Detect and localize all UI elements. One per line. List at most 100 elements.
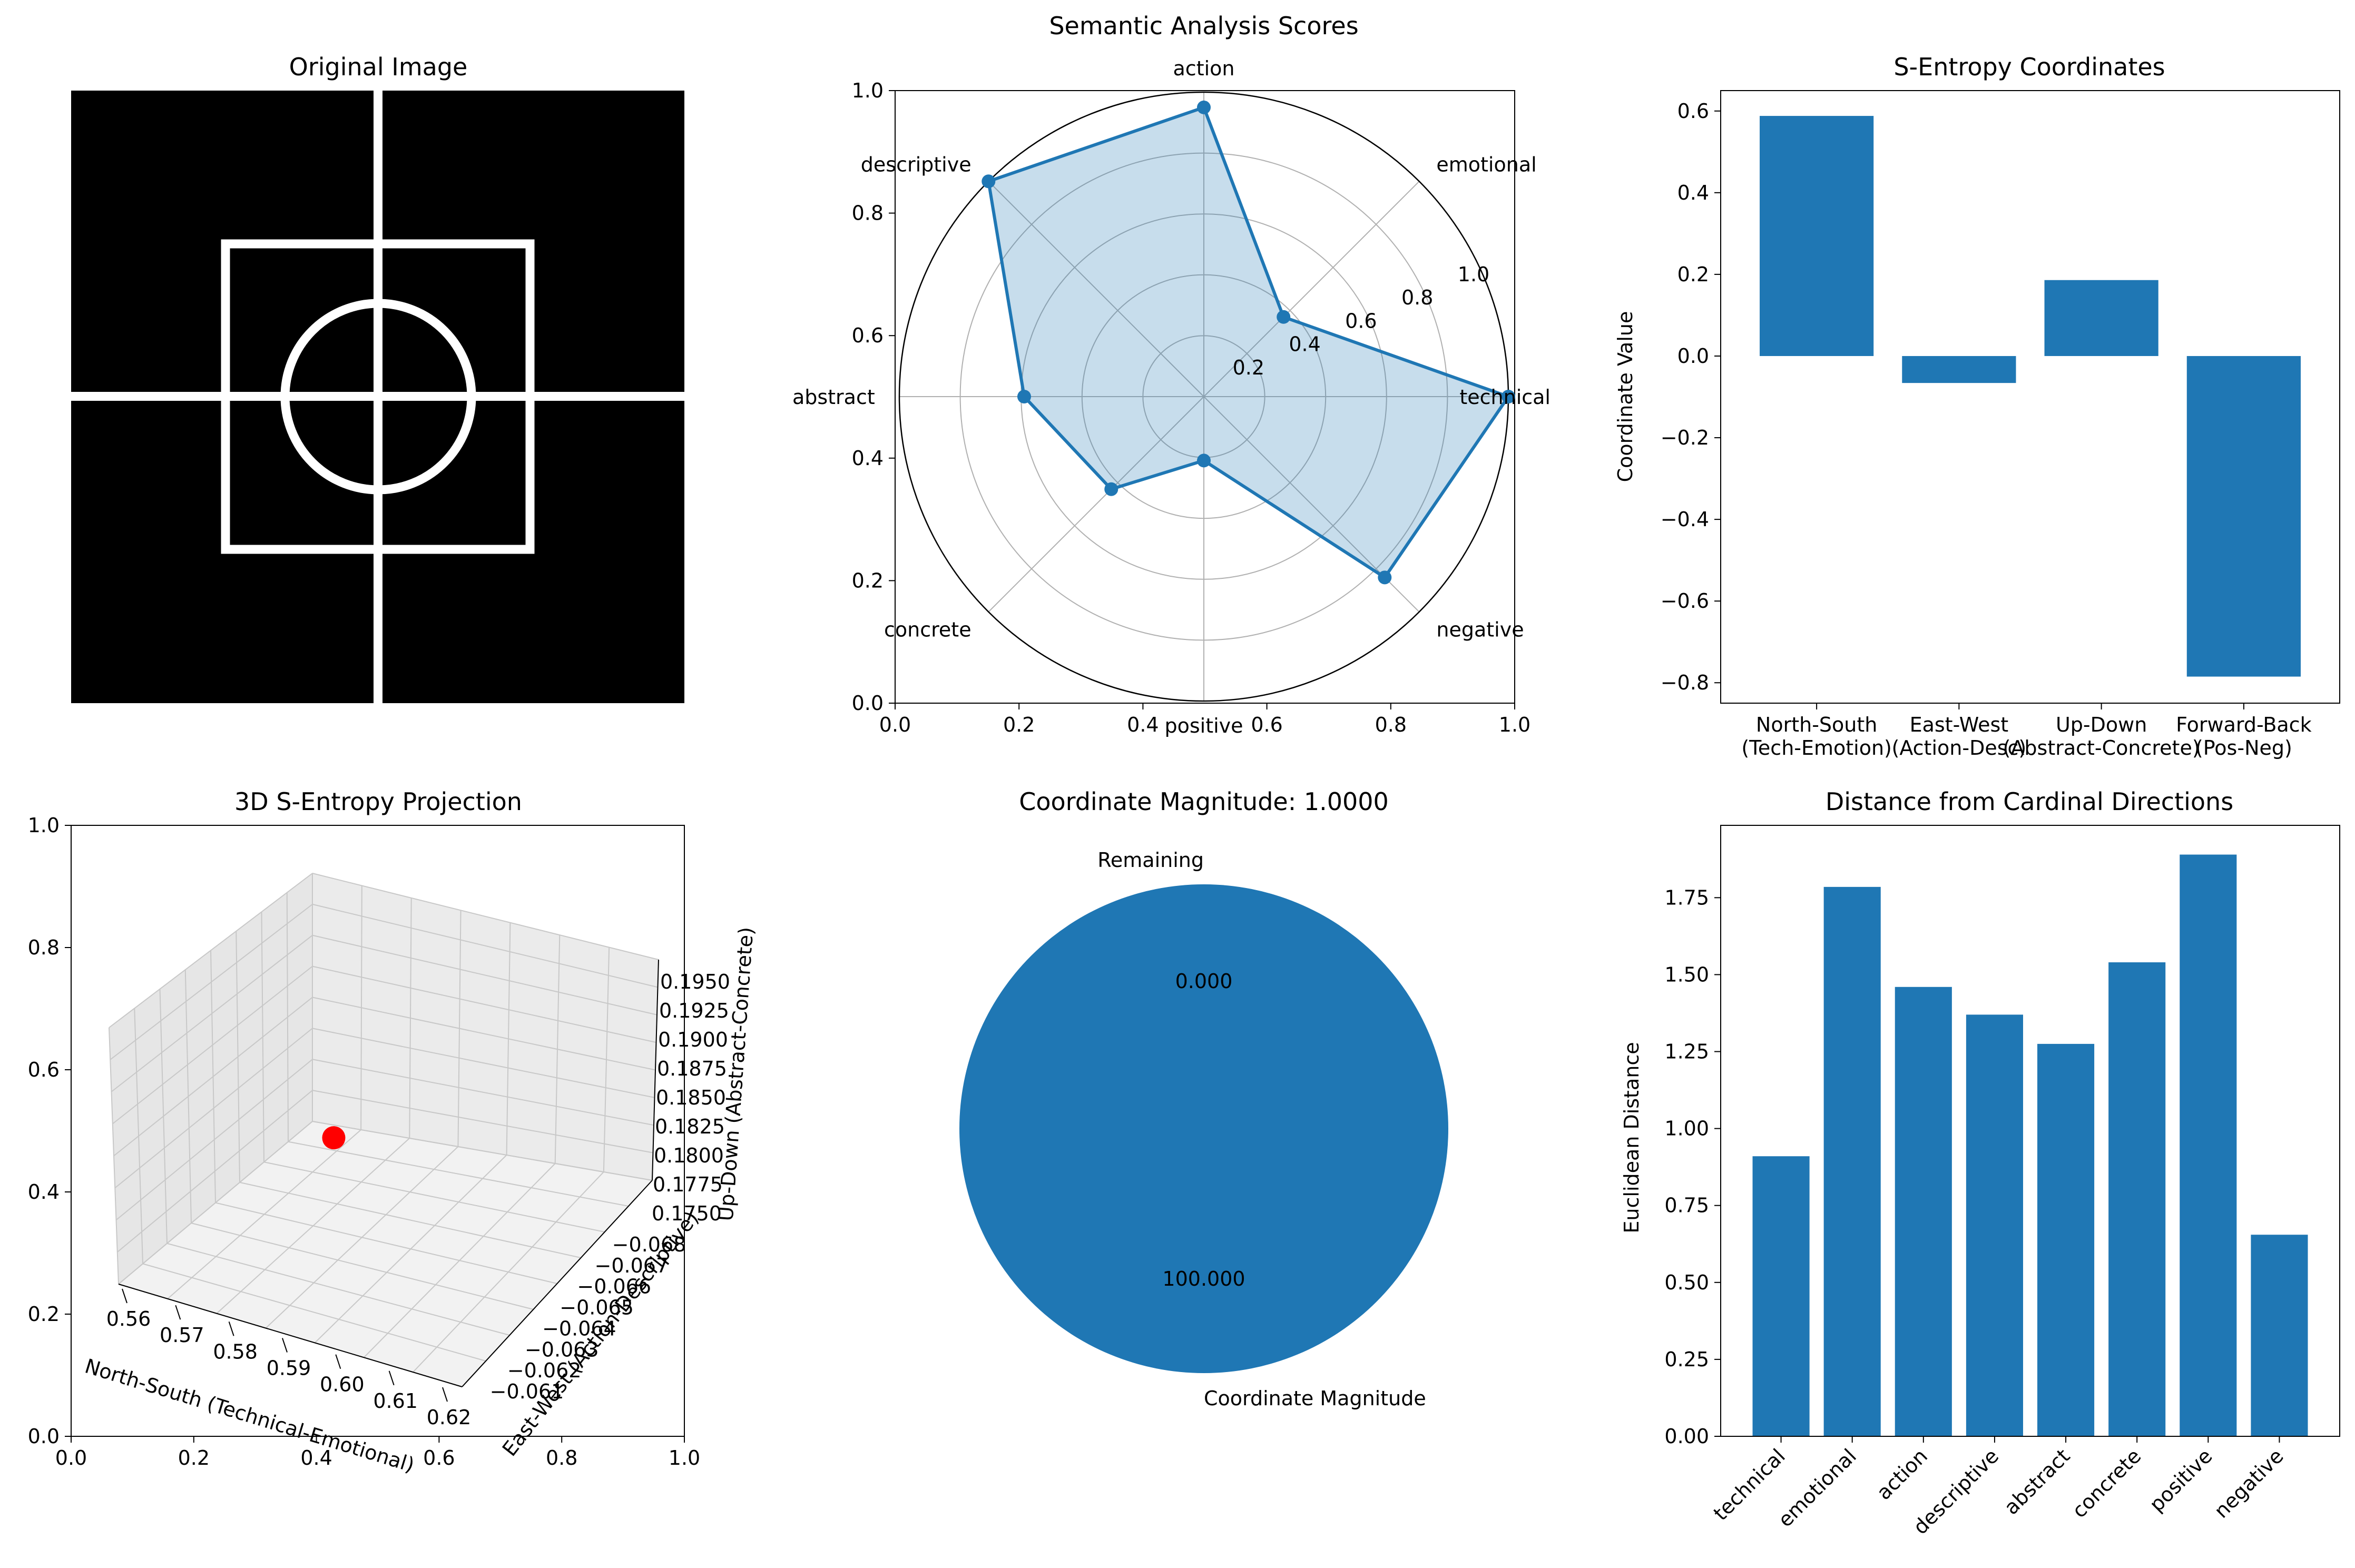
grid-line [312, 873, 659, 960]
radar-radial-label: 0.6 [1345, 309, 1377, 332]
xtick-label: concrete [2067, 1444, 2145, 1522]
frame-ytick-label: 0.2 [28, 1303, 60, 1326]
bar [2186, 356, 2301, 677]
panel-radar: 0.0 0.2 0.4 0.6 0.8 1.0 0.0 0.2 0.4 0.6 0.8 1.0 0.2… [792, 12, 1551, 737]
grid-line [312, 903, 658, 988]
radar-bg-ytick-label: 0.6 [852, 324, 884, 347]
radar-point [1104, 482, 1118, 496]
ytick-label: 0.00 [1664, 1425, 1709, 1448]
grid-line [112, 965, 313, 1125]
frame-xtick-label: 0.8 [546, 1446, 577, 1470]
grid-line [117, 1090, 313, 1253]
radar-category-label: negative [1436, 618, 1524, 641]
radar-point [1378, 570, 1392, 585]
radar-category-label: descriptive [861, 153, 972, 176]
frame-ytick-label: 0.6 [28, 1058, 60, 1081]
x-axis-label: North-South (Technical-Emotional) [82, 1354, 417, 1476]
grid-line [215, 1202, 557, 1284]
ytick-label: 0.2 [1677, 263, 1709, 286]
radar-point [1197, 100, 1211, 114]
grid-line [263, 1161, 605, 1232]
ytick-label: 0.0 [1677, 344, 1709, 368]
radar-radial-labels: 0.2 0.4 0.6 0.8 1.0 [1233, 263, 1490, 379]
radar-series [982, 100, 1515, 585]
radar-radial-label: 0.2 [1233, 356, 1264, 379]
bar [1895, 987, 1952, 1436]
radar-spoke [988, 181, 1204, 397]
y-tick-label: −0.062 [507, 1359, 582, 1382]
pie-label: Remaining [1097, 849, 1204, 872]
radar-bg-ytick-label: 0.4 [852, 447, 884, 470]
bar [1752, 1156, 1810, 1436]
pie-title: Coordinate Magnitude: 1.0000 [1019, 787, 1389, 816]
z-tick-label: 0.1900 [658, 1028, 728, 1051]
xtick-label: (Pos-Neg) [2195, 736, 2292, 760]
radar-bg-xtick-label: 0.0 [879, 713, 911, 736]
frame-xtick-label: 0.4 [300, 1446, 332, 1470]
grid-line [142, 1263, 486, 1362]
y-tick-label: −0.066 [577, 1275, 651, 1298]
panel-s-entropy-coordinates: S-Entropy Coordinates 0.6 0.4 0.2 0.0 −0.2 −0… [1614, 53, 2340, 760]
radar-radial-label: 0.8 [1401, 286, 1433, 309]
radar-point [1197, 453, 1211, 468]
grid-line [312, 1121, 653, 1181]
data-point [322, 1126, 346, 1150]
z-tick-label: 0.1875 [657, 1057, 727, 1080]
x-tick-label: 0.57 [160, 1324, 204, 1347]
radar-fill [988, 107, 1508, 578]
ytick-label: 0.4 [1677, 181, 1709, 204]
ytick-label: −0.4 [1661, 508, 1709, 531]
x-tick-label: 0.61 [373, 1389, 418, 1413]
z-tick-label: 0.1825 [655, 1115, 725, 1138]
radar-category-label: action [1173, 57, 1235, 80]
original-image-title: Original Image [289, 53, 468, 81]
radar-category-label: positive [1164, 714, 1243, 737]
x-tick-label: 0.62 [427, 1406, 472, 1429]
radar-point [982, 174, 996, 189]
panel-distance: Distance from Cardinal Directions 0.00 0.… [1620, 787, 2340, 1539]
ytick-label: 0.25 [1664, 1348, 1709, 1371]
grid-line [312, 1059, 654, 1126]
distance-title: Distance from Cardinal Directions [1826, 787, 2233, 816]
ytick-label: 1.75 [1664, 886, 1709, 909]
radar-radial-label: 0.4 [1289, 333, 1320, 356]
radar-bg-ytick-label: 1.0 [852, 79, 884, 102]
z-tick-label: 0.1800 [654, 1144, 724, 1167]
x-tick-mark [228, 1322, 234, 1336]
ytick-label: −0.6 [1661, 589, 1709, 613]
panel-3d-projection: 3D S-Entropy Projection 0.0 0.2 0.4 0.6 0.8 1… [28, 787, 758, 1477]
s-entropy-title: S-Entropy Coordinates [1893, 53, 2165, 81]
frame-ytick-label: 1.0 [28, 814, 60, 837]
x-tick-label: 0.56 [106, 1307, 151, 1330]
bar [1823, 886, 1881, 1436]
xtick-label: Up-Down [2056, 713, 2147, 736]
xtick-label: (Tech-Emotion) [1741, 736, 1892, 760]
grid-line [118, 1121, 313, 1285]
radar-title: Semantic Analysis Scores [1049, 12, 1358, 40]
x-tick-label: 0.60 [320, 1373, 365, 1396]
radar-background-ticks: 0.0 0.2 0.4 0.6 0.8 1.0 0.0 0.2 0.4 0.6 0.8 1.0 [852, 79, 1531, 736]
radar-radial-label: 1.0 [1458, 263, 1489, 286]
floor-pane [119, 1121, 652, 1387]
x-tick-mark [335, 1354, 341, 1369]
x-tick-mark [122, 1288, 127, 1304]
grid-line [312, 1090, 653, 1153]
pie-pct-label: 0.000 [1175, 970, 1233, 993]
y-tick-label: −0.067 [595, 1254, 669, 1277]
y-tick-label: −0.063 [525, 1338, 599, 1361]
bar [2037, 1043, 2095, 1436]
grid-line [110, 904, 313, 1060]
radar-spoke [1203, 181, 1420, 397]
radar-bg-ytick-label: 0.0 [852, 692, 884, 715]
bar [1966, 1014, 2023, 1436]
frame-xtick-label: 1.0 [669, 1446, 700, 1470]
grid-line [312, 1028, 655, 1098]
ytick-label: 1.00 [1664, 1117, 1709, 1140]
y-tick-label: −0.064 [542, 1317, 616, 1340]
xtick-label: action [1872, 1444, 1932, 1504]
xtick-label: emotional [1773, 1444, 1861, 1532]
radar-bg-ytick-label: 0.2 [852, 569, 884, 592]
ytick-label: −0.2 [1661, 426, 1709, 449]
radar-category-label: abstract [792, 386, 875, 409]
radar-point [1502, 390, 1515, 403]
